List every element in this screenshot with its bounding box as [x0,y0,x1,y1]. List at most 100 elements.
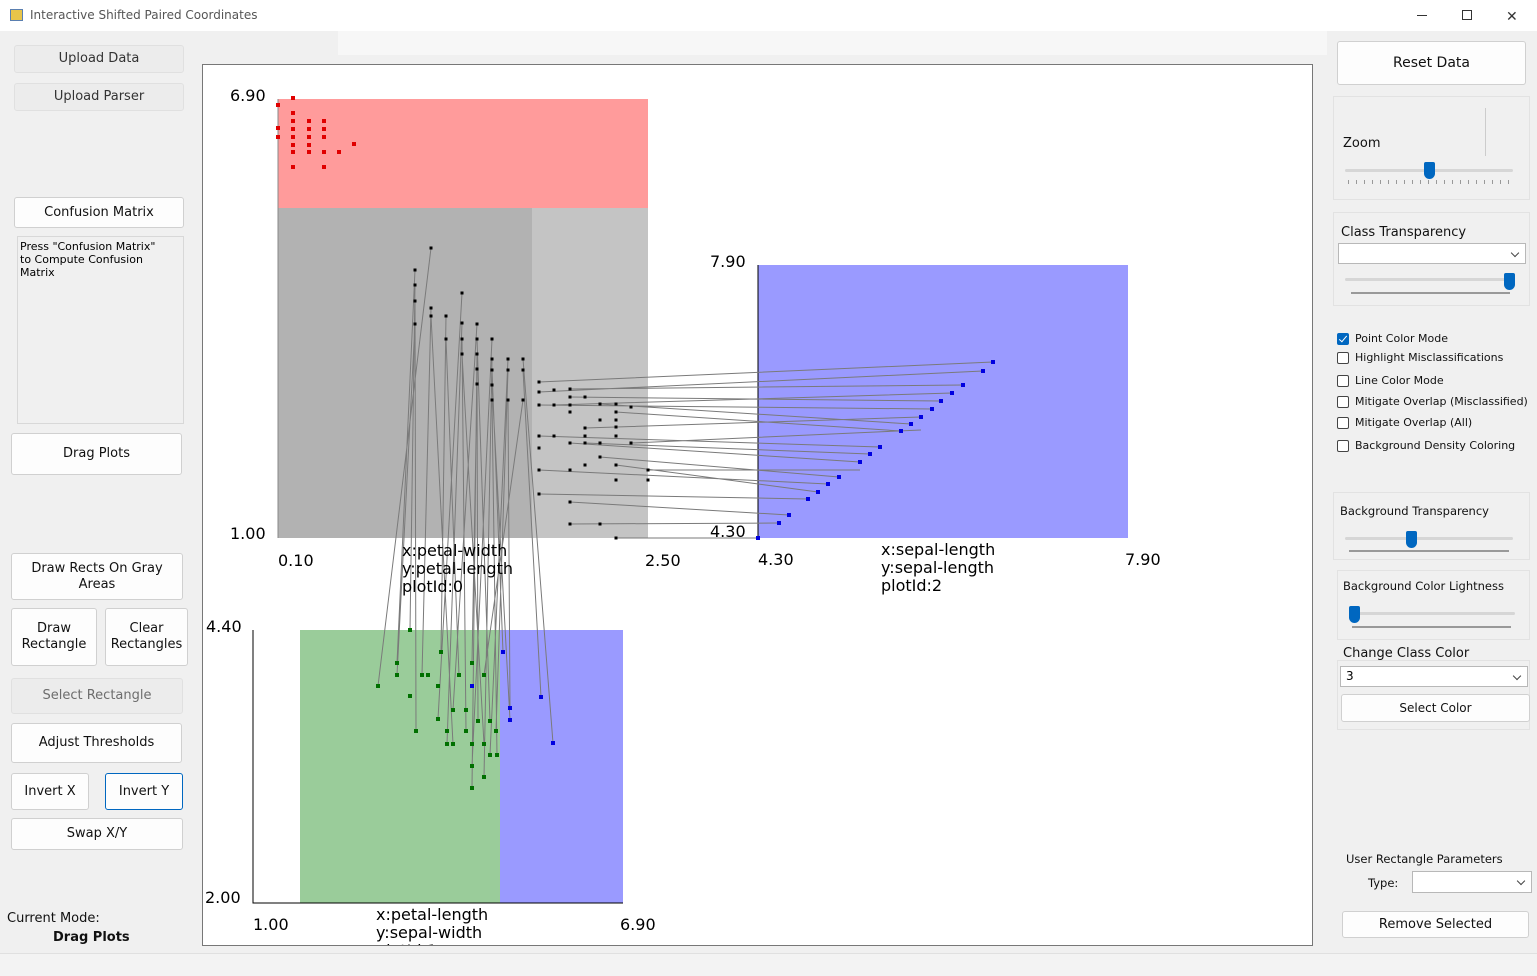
axis-label: 4.30 [758,550,794,569]
axis-label: 6.90 [230,86,266,105]
axis-label: 0.10 [278,551,314,570]
checkbox-label[interactable]: Point Color Mode [1355,332,1448,345]
background-lightness-label: Background Color Lightness [1343,579,1504,593]
plot-x-label: x:petal-width [402,541,507,560]
type-label: Type: [1368,876,1399,890]
checkbox-label[interactable]: Mitigate Overlap (Misclassified) [1355,395,1528,408]
plot-id: plotId:1 [376,941,437,946]
plot-id: plotId:2 [881,576,942,595]
adjust-thresholds-button[interactable]: Adjust Thresholds [11,723,182,763]
class-transparency-label: Class Transparency [1341,225,1467,240]
plot-y-label: y:petal-length [402,559,513,578]
plot-id: plotId:0 [402,577,463,596]
plot-x-label: x:sepal-length [881,540,995,559]
select-color-button[interactable]: Select Color [1341,694,1530,722]
class-transparency-group [1333,212,1530,306]
axis-label: 2.50 [645,551,681,570]
confusion-matrix-button[interactable]: Confusion Matrix [14,197,184,228]
select-rectangle-button[interactable]: Select Rectangle [11,678,183,714]
class-transparency-slider[interactable] [1504,273,1515,290]
plot-y-label: y:sepal-width [376,923,482,942]
close-button[interactable]: ✕ [1506,9,1518,25]
data-points [276,96,356,169]
axis-label: 1.00 [253,915,289,934]
user-rect-title: User Rectangle Parameters [1346,852,1503,866]
selected-value: 3 [1346,669,1354,683]
title-bar: Interactive Shifted Paired Coordinates ✕ [0,0,1537,31]
zoom-group [1333,96,1530,200]
window-title: Interactive Shifted Paired Coordinates [30,8,258,22]
axis-label: 2.00 [205,888,241,907]
axis-label: 6.90 [620,915,656,934]
app-icon [10,9,23,21]
axis-label: 7.90 [710,252,746,271]
upload-data-button[interactable]: Upload Data [14,45,184,73]
checkbox-label[interactable]: Mitigate Overlap (All) [1355,416,1473,429]
status-bar [0,953,1537,976]
draw-rectangle-button[interactable]: Draw Rectangle [11,608,97,666]
zoom-slider[interactable] [1424,162,1435,179]
track-shadow [1352,626,1511,628]
checkbox-label[interactable]: Line Color Mode [1355,374,1444,387]
background-transparency-track [1345,537,1513,540]
invert-x-button[interactable]: Invert X [11,773,89,810]
checkbox-label[interactable]: Highlight Misclassifications [1355,351,1504,364]
axis-line [252,630,623,904]
connector-lines [377,247,994,789]
plot-y-label: y:sepal-length [881,558,994,577]
upload-parser-button[interactable]: Upload Parser [14,83,184,111]
class-region [300,630,500,903]
remove-selected-button[interactable]: Remove Selected [1342,911,1529,938]
class-select[interactable] [1338,243,1526,264]
minimize-button[interactable] [1417,15,1427,16]
class-region [278,99,648,208]
drag-plots-button[interactable]: Drag Plots [11,433,182,475]
draw-rects-gray-button[interactable]: Draw Rects On Gray Areas [11,553,183,600]
reset-data-button[interactable]: Reset Data [1337,41,1526,85]
checkbox[interactable] [1337,333,1349,345]
zoom-label: Zoom [1343,136,1381,151]
divider [1485,108,1486,156]
background-transparency-slider[interactable] [1406,531,1417,548]
zoom-ticks [1348,180,1510,184]
current-mode-label: Current Mode: [7,911,100,926]
background-transparency-group [1333,492,1530,560]
checkbox[interactable] [1337,352,1349,364]
axis-label: 4.30 [710,522,746,541]
output-line: to Compute Confusion Matrix [20,253,143,279]
data-points [413,246,650,540]
swap-xy-button[interactable]: Swap X/Y [11,818,183,850]
axis-label: 1.00 [230,524,266,543]
checkbox[interactable] [1337,375,1349,387]
background-transparency-label: Background Transparency [1340,504,1489,518]
invert-y-button[interactable]: Invert Y [105,773,183,810]
output-line: Press "Confusion Matrix" [20,240,156,253]
clear-rectangles-button[interactable]: Clear Rectangles [105,608,188,666]
checkbox[interactable] [1337,440,1349,452]
axis-label: 4.40 [206,617,242,636]
track-shadow [1351,292,1510,294]
type-select[interactable] [1412,871,1532,893]
data-points [376,628,499,790]
confusion-output: Press "Confusion Matrix" to Compute Conf… [17,236,184,424]
axis-label: 7.90 [1125,550,1161,569]
checkbox[interactable] [1337,417,1349,429]
checkbox[interactable] [1337,396,1349,408]
current-mode: Drag Plots [53,930,130,945]
background-lightness-slider[interactable] [1349,606,1360,623]
data-points [470,360,995,745]
class-transparency-track [1345,278,1513,281]
change-class-color-label: Change Class Color [1343,646,1470,661]
class-region [500,630,623,903]
maximize-button[interactable] [1462,10,1472,20]
track-shadow [1349,550,1509,552]
class-color-select[interactable]: 3 [1340,666,1528,687]
background-lightness-track [1349,612,1515,615]
checkbox-label[interactable]: Background Density Coloring [1355,439,1516,452]
plot-canvas[interactable]: 6.90 1.00 0.10 2.50 x:petal-width y:peta… [202,64,1313,946]
background-lightness-group [1337,570,1530,640]
plot-x-label: x:petal-length [376,905,488,924]
gray-region [532,208,648,538]
toolbar-strip [338,31,1327,55]
